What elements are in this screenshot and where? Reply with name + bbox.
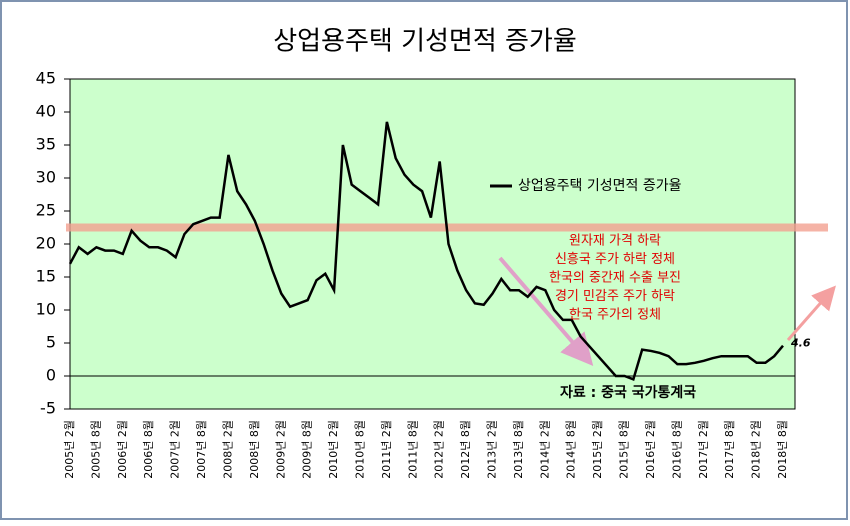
- source-box: [556, 382, 726, 404]
- x-tick-label: 2017년 8월: [723, 420, 736, 479]
- x-tick-label: 2008년 2월: [221, 420, 234, 479]
- x-tick-label: 2016년 8월: [670, 420, 683, 479]
- x-tick-label: 2015년 8월: [618, 420, 631, 479]
- y-tick-label: 5: [46, 333, 56, 352]
- y-tick-label: 35: [36, 135, 56, 154]
- x-tick-label: 2008년 8월: [248, 420, 261, 479]
- x-tick-label: 2016년 2월: [644, 420, 657, 479]
- x-tick-label: 2018년 8월: [776, 420, 789, 479]
- legend-label: 상업용주택 기성면적 증가율: [518, 178, 682, 194]
- line-series: [68, 121, 784, 381]
- x-tick-label: 2010년 2월: [327, 420, 340, 479]
- y-tick-label: 45: [36, 69, 56, 88]
- x-tick-label: 2009년 2월: [274, 420, 287, 479]
- annotation: 한국의 중간재 수출 부진: [549, 271, 681, 286]
- x-tick-label: 2011년 8월: [406, 420, 419, 479]
- x-tick-label: 2006년 8월: [142, 420, 155, 479]
- y-tick-label: 30: [36, 168, 56, 187]
- value-label: 4.6: [790, 337, 811, 350]
- x-tick-label: 2011년 2월: [380, 420, 393, 479]
- x-tick-label: 2005년 2월: [63, 420, 76, 479]
- x-tick-label: 2013년 2월: [486, 420, 499, 479]
- y-tick-label: -5: [40, 399, 56, 418]
- x-tick-label: 2009년 8월: [301, 420, 314, 479]
- annotation: 신흥국 주가 하락 정체: [555, 252, 675, 267]
- x-tick-label: 2015년 2월: [591, 420, 604, 479]
- x-tick-label: 2018년 2월: [750, 420, 763, 479]
- source: 자료 : 중국 국가통계국: [560, 385, 696, 401]
- y-tick-label: 25: [36, 201, 56, 220]
- x-tick-label: 2007년 8월: [195, 420, 208, 479]
- x-tick-label: 2017년 2월: [697, 420, 710, 479]
- arrow-up: [786, 285, 836, 341]
- x-tick-label: 2010년 8월: [353, 420, 366, 479]
- y-tick-label: 40: [36, 102, 56, 121]
- annotation: 원자재 가격 하락: [569, 234, 661, 249]
- x-tick-label: 2012년 8월: [459, 420, 472, 479]
- x-tick-label: 2007년 2월: [169, 420, 182, 479]
- annotation: 경기 민감주 주가 하락: [555, 289, 675, 304]
- annotation: 한국 주가의 정체: [569, 308, 661, 323]
- x-tick-label: 2014년 8월: [565, 420, 578, 479]
- y-tick-label: 0: [46, 366, 56, 385]
- x-tick-label: 2006년 2월: [116, 420, 129, 479]
- plot-area: [69, 78, 796, 410]
- chart-title: 상업용주택 기성면적 증가율: [273, 27, 577, 57]
- x-tick-label: 2005년 8월: [89, 420, 102, 479]
- x-tick-label: 2014년 2월: [538, 420, 551, 479]
- arrow-down: [498, 256, 594, 367]
- x-tick-label: 2013년 8월: [512, 420, 525, 479]
- x-tick-label: 2012년 2월: [433, 420, 446, 479]
- y-tick-label: 15: [36, 267, 56, 286]
- y-tick-label: 20: [36, 234, 56, 253]
- y-tick-label: 10: [36, 300, 56, 319]
